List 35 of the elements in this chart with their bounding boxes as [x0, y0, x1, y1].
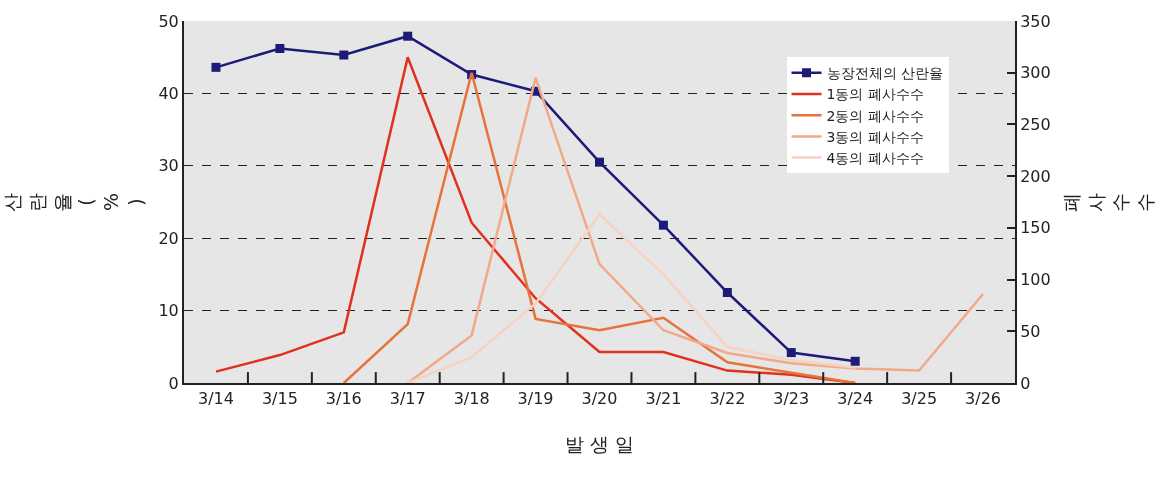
x-tick-label: 3/15	[261, 389, 298, 409]
y2-tick-label: 300	[1020, 63, 1051, 83]
x-tick-label: 3/21	[645, 389, 682, 409]
x-tick-label: 3/24	[837, 389, 874, 409]
y2-tick-label: 250	[1020, 115, 1051, 135]
y2-tick-label: 350	[1020, 11, 1051, 31]
y2-tick-label: 100	[1020, 270, 1051, 290]
x-axis-title: 발 생 일	[564, 432, 635, 455]
x-tick-label: 3/18	[453, 389, 490, 409]
x-tick-label: 3/19	[517, 389, 554, 409]
x-tick-label: 3/14	[197, 389, 234, 409]
x-tick-label: 3/17	[389, 389, 426, 409]
y2-tick-label: 0	[1020, 373, 1031, 393]
legend-label: 4동의 폐사수수	[826, 150, 924, 167]
y2-tick-label: 150	[1020, 218, 1051, 238]
x-tick-label: 3/16	[325, 389, 362, 409]
x-tick-label: 3/23	[773, 389, 810, 409]
y-tick-label: 10	[158, 301, 179, 321]
y2-axis-title: 폐사수수	[1060, 192, 1157, 212]
y2-tick-label: 50	[1020, 321, 1041, 341]
legend-label: 2동의 폐사수수	[826, 107, 924, 124]
y-tick-label: 30	[158, 156, 179, 176]
legend-label: 3동의 폐사수수	[826, 128, 924, 145]
y-tick-label: 20	[158, 228, 179, 248]
y-tick-label: 0	[168, 373, 179, 393]
legend-label: 농장전체의 산란율	[826, 65, 943, 82]
x-tick-label: 3/22	[709, 389, 746, 409]
legend-label: 1동의 폐사수수	[826, 86, 924, 103]
y-tick-label: 50	[158, 11, 179, 31]
x-tick-label: 3/25	[901, 389, 938, 409]
y2-tick-label: 200	[1020, 166, 1051, 186]
y-axis-title: 산란율(%)	[1, 192, 147, 212]
y-tick-label: 40	[158, 84, 179, 103]
x-tick-label: 3/26	[965, 389, 1002, 409]
x-tick-label: 3/20	[581, 389, 618, 409]
